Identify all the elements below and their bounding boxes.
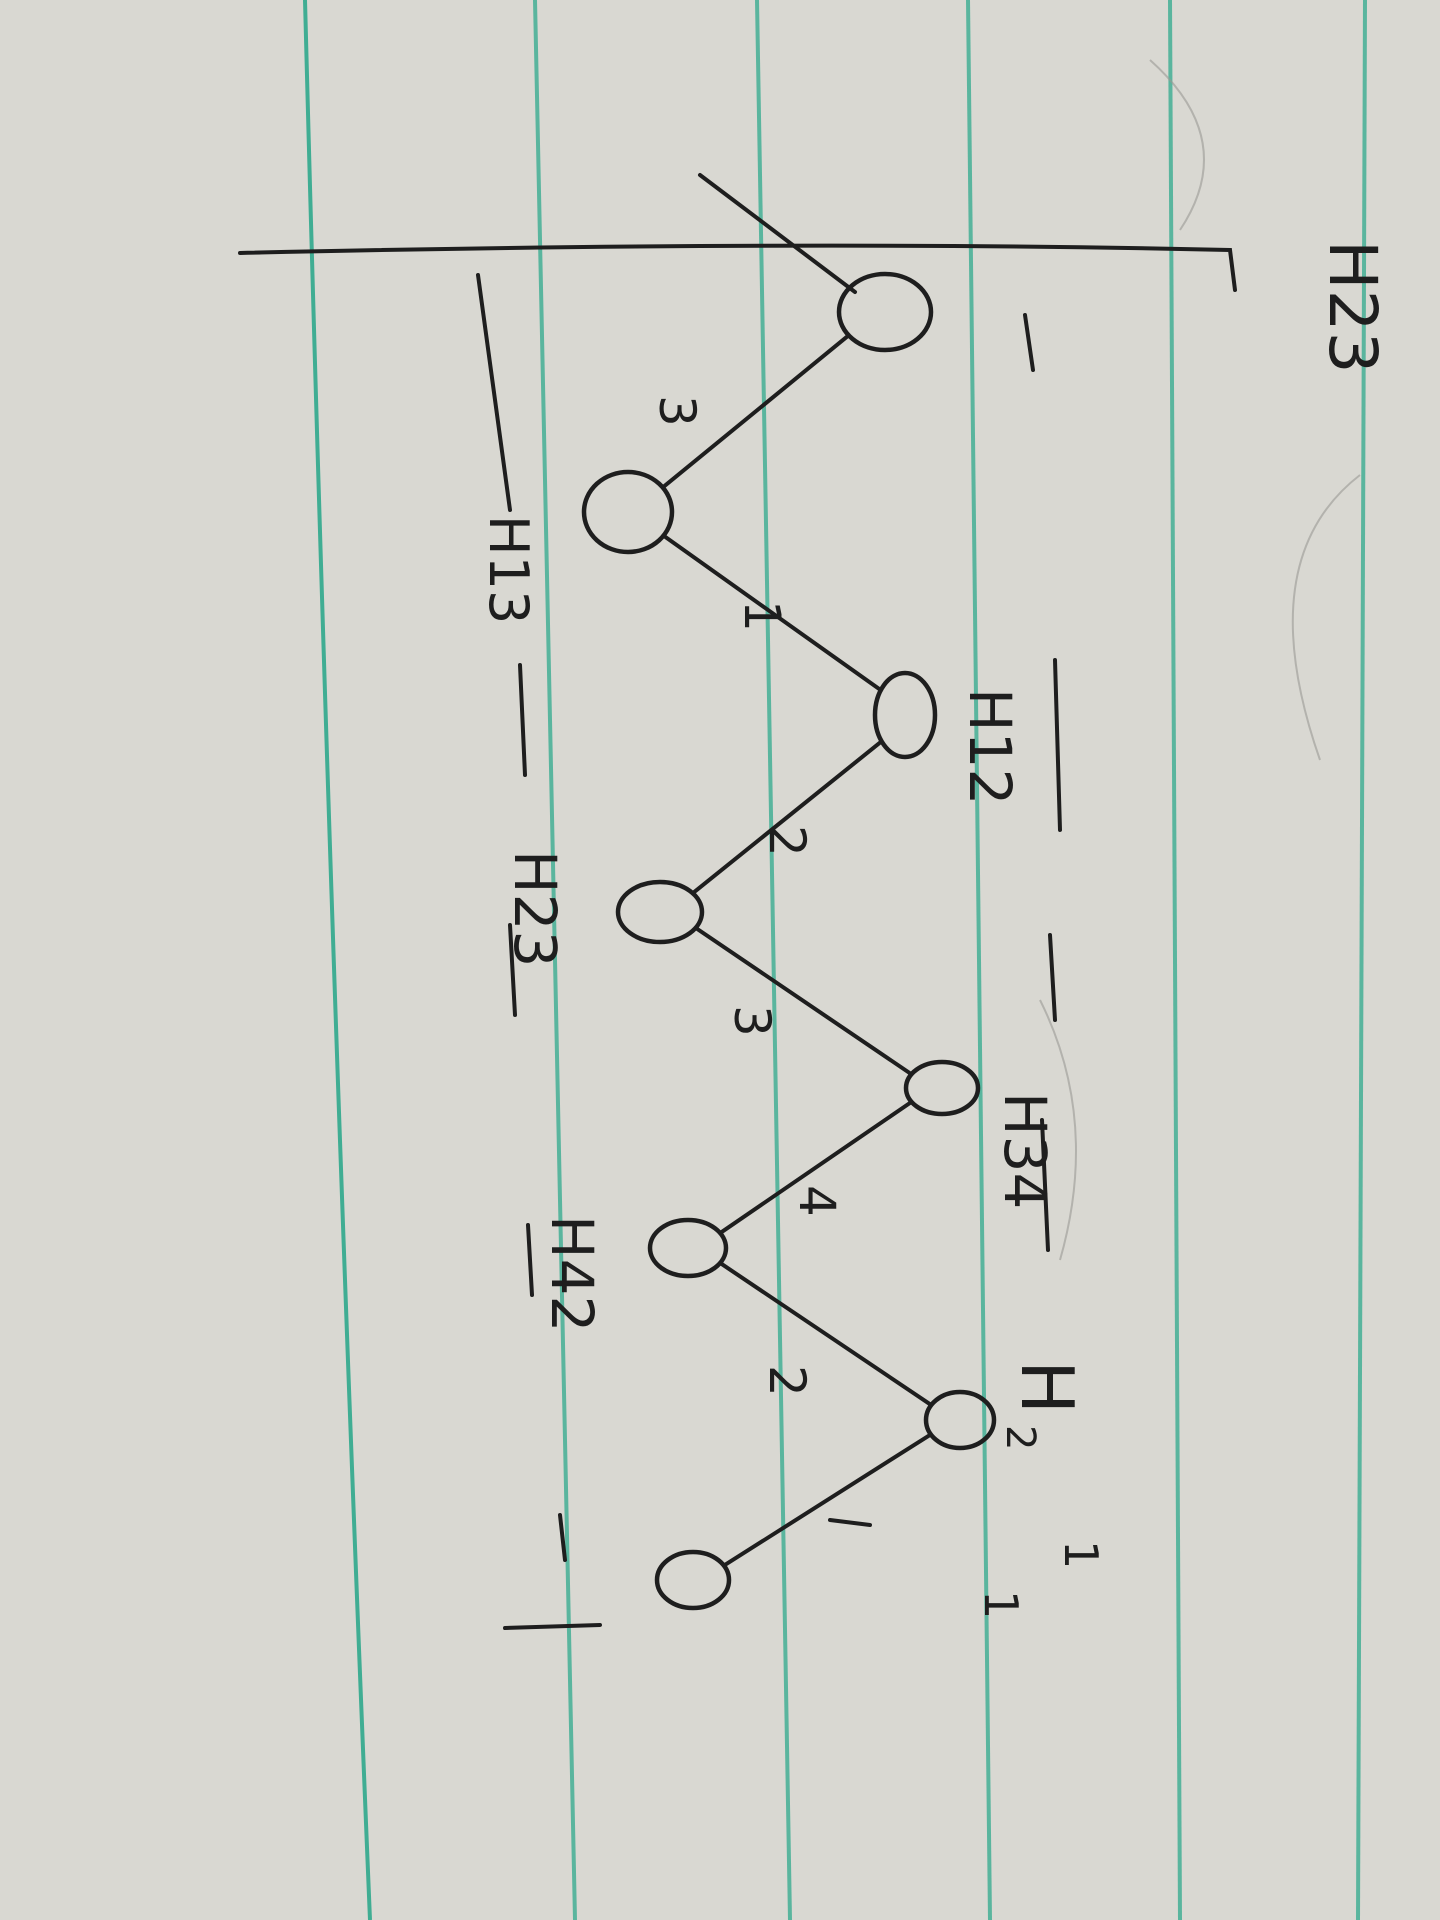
diagonal-stub (698, 173, 857, 294)
dash-mark (828, 1518, 872, 1527)
dash-mark (503, 1623, 602, 1630)
node-n3 (872, 670, 938, 760)
ruled-line (1168, 0, 1182, 1920)
dash-marks (503, 313, 1062, 1630)
edge-n6-n7 (718, 1260, 934, 1408)
pencil-scribble (1149, 59, 1205, 231)
top-rule (238, 243, 1237, 292)
edge-mark: 1 (974, 1590, 1028, 1619)
dash-mark (1023, 313, 1035, 372)
dash-mark (558, 1513, 567, 1562)
edge-weight-label: 3 (648, 395, 706, 427)
edge-n3-n4 (690, 739, 884, 896)
edge-layer (660, 333, 934, 1568)
edge-weight-label: 2 (758, 825, 816, 857)
ruled-line-margin (303, 0, 372, 1920)
edge-n7-n8 (721, 1432, 933, 1568)
ruled-line (755, 0, 792, 1920)
node-n8 (654, 1549, 732, 1611)
dash-mark (526, 1223, 534, 1297)
edge-n4-n5 (693, 925, 914, 1077)
node-n1 (836, 271, 934, 353)
ruled-line (533, 0, 577, 1920)
ruled-line (966, 0, 992, 1920)
node-label: H (1005, 1360, 1089, 1414)
edge-n1-n2 (660, 333, 851, 490)
node-label: H13 (477, 515, 540, 624)
baseline-lines (238, 173, 1237, 512)
node-n2 (581, 469, 675, 555)
edge-n5-n6 (718, 1099, 914, 1236)
edge-weight-label: 1 (733, 600, 791, 632)
node-n7 (923, 1389, 997, 1451)
node-label-superscript: 2 (997, 1425, 1043, 1450)
node-n5 (903, 1059, 981, 1117)
dash-mark (518, 663, 527, 777)
edge-mark: 1 (1054, 1540, 1108, 1569)
edge-n2-n3 (661, 533, 883, 693)
node-label: H34 (991, 1092, 1059, 1209)
corner-label: H23 (1314, 240, 1391, 374)
node-n6 (647, 1217, 729, 1279)
node-layer (581, 271, 997, 1611)
edge-weight-label: 3 (723, 1005, 781, 1037)
dash-mark (1053, 658, 1062, 832)
pencil-arc (1291, 474, 1361, 761)
dash-mark (508, 923, 517, 1017)
node-label: H12 (956, 688, 1024, 805)
left-stub (476, 273, 512, 512)
dash-mark (1040, 1118, 1050, 1252)
node-n4 (615, 879, 705, 945)
edge-weight-label: 4 (788, 1185, 846, 1217)
dash-mark (1048, 933, 1057, 1022)
pencil-marks (1039, 59, 1361, 1261)
ruled-line (1356, 0, 1367, 1920)
pencil-scribble (1039, 999, 1077, 1261)
ruled-lines (303, 0, 1367, 1920)
node-label: H42 (538, 1215, 606, 1332)
edge-weight-label: 2 (758, 1365, 816, 1397)
